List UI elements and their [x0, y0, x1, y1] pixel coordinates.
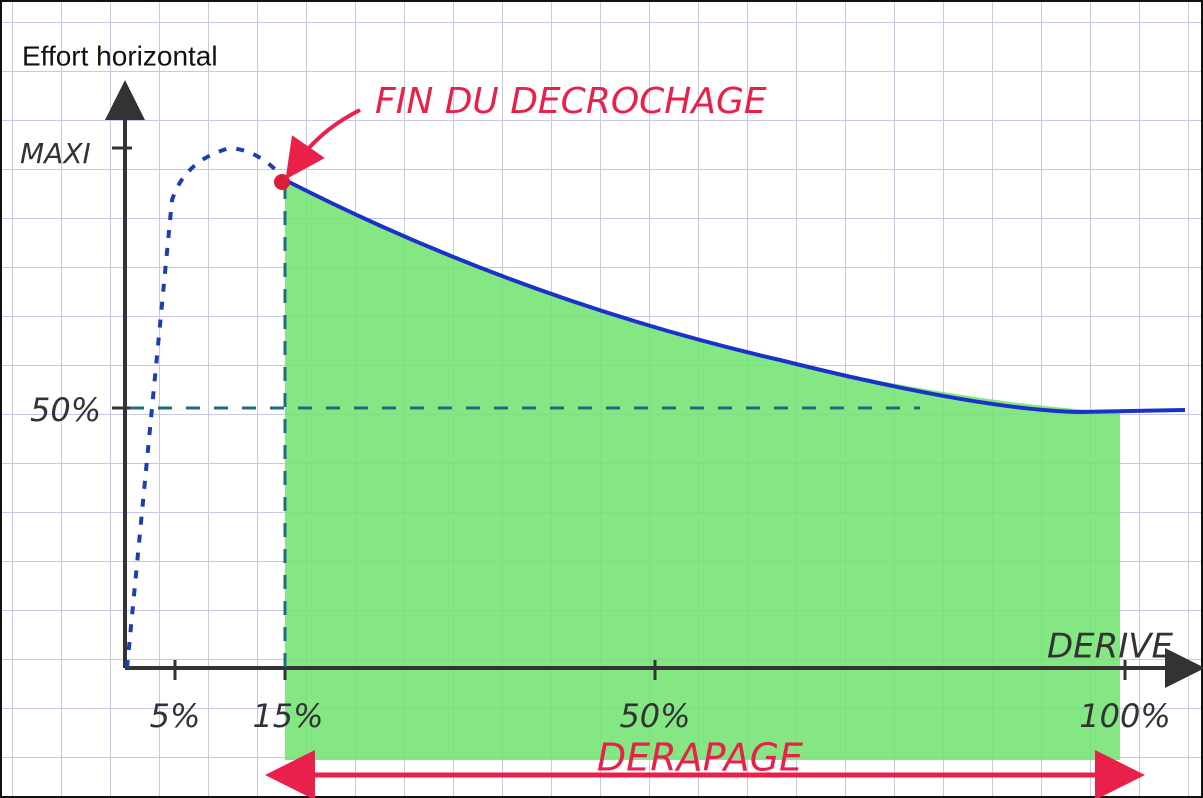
chart: Effort horizontal FIN DU DECROCHAGE MAXI… — [0, 0, 1203, 798]
end-point — [274, 174, 290, 190]
y-label: 50% — [30, 391, 101, 429]
y-label: MAXI — [20, 137, 91, 170]
x-label: 100% — [1079, 697, 1170, 735]
x-axis-label: DERIVE — [1047, 627, 1174, 667]
title: Effort horizontal — [22, 40, 218, 71]
range-label: DERAPAGE — [597, 736, 803, 780]
annotation: FIN DU DECROCHAGE — [375, 81, 767, 122]
page: Effort horizontal FIN DU DECROCHAGE MAXI… — [0, 0, 1203, 798]
x-label: 5% — [150, 697, 201, 735]
x-label: 50% — [619, 697, 690, 735]
x-label: 15% — [252, 697, 323, 735]
